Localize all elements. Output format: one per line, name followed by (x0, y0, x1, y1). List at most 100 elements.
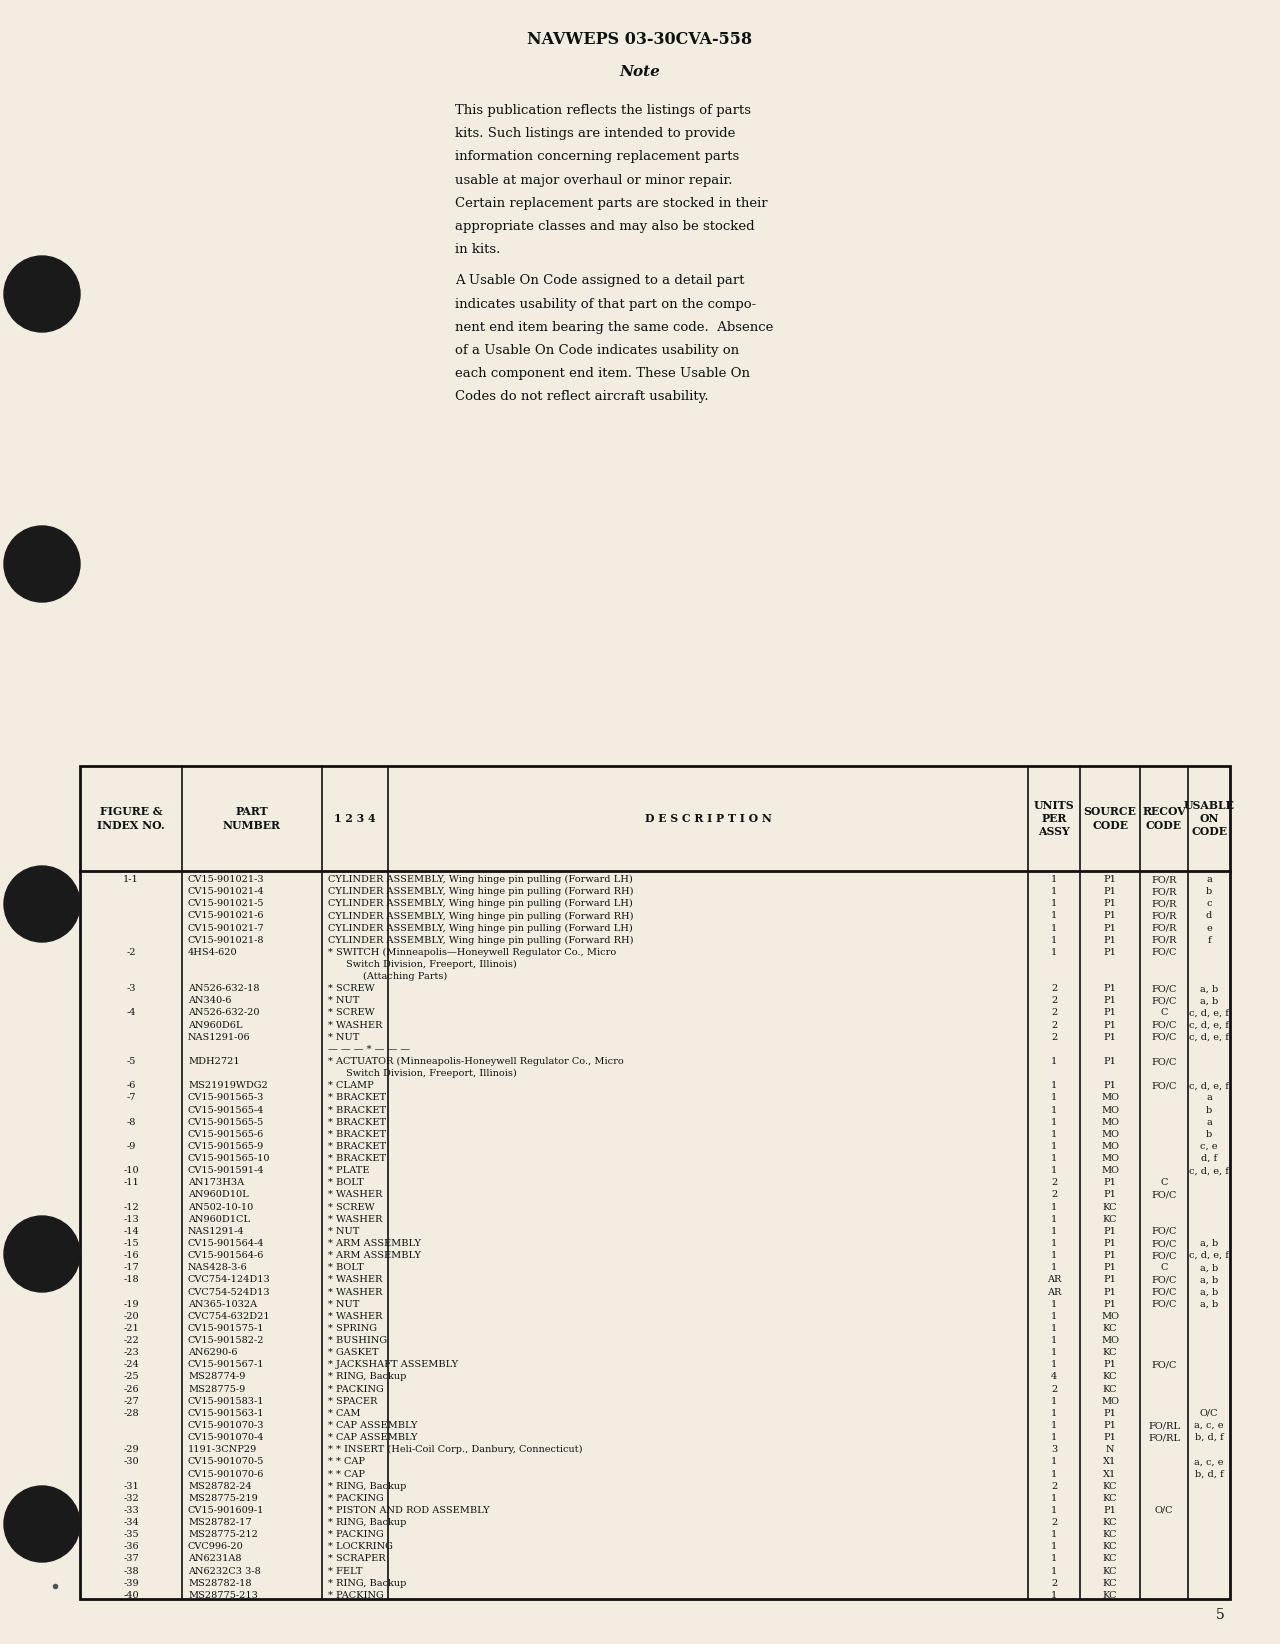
Text: P1: P1 (1103, 985, 1116, 993)
Text: * * CAP: * * CAP (328, 1457, 365, 1466)
Text: 1: 1 (1051, 1226, 1057, 1236)
Text: * JACKSHAFT ASSEMBLY: * JACKSHAFT ASSEMBLY (328, 1360, 458, 1369)
Text: P1: P1 (1103, 996, 1116, 1006)
Text: -10: -10 (123, 1166, 138, 1175)
Text: * PACKING: * PACKING (328, 1591, 384, 1600)
Text: a: a (1206, 1093, 1212, 1103)
Text: c, d, e, f: c, d, e, f (1189, 1032, 1229, 1042)
Text: * WASHER: * WASHER (328, 1287, 383, 1297)
Text: 1: 1 (1051, 1263, 1057, 1272)
Text: 1: 1 (1051, 1531, 1057, 1539)
Text: * * INSERT (Heli-Coil Corp., Danbury, Connecticut): * * INSERT (Heli-Coil Corp., Danbury, Co… (328, 1445, 582, 1455)
Text: P1: P1 (1103, 1434, 1116, 1442)
Text: information concerning replacement parts: information concerning replacement parts (454, 150, 740, 163)
Text: -13: -13 (123, 1215, 138, 1223)
Text: -21: -21 (123, 1323, 138, 1333)
Text: 2: 2 (1051, 1578, 1057, 1588)
Text: KC: KC (1103, 1373, 1117, 1381)
Text: * PISTON AND ROD ASSEMBLY: * PISTON AND ROD ASSEMBLY (328, 1506, 490, 1514)
Text: * PACKING: * PACKING (328, 1494, 384, 1503)
Text: b: b (1206, 1129, 1212, 1139)
Text: * SCREW: * SCREW (328, 985, 375, 993)
Text: -5: -5 (127, 1057, 136, 1065)
Text: CYLINDER ASSEMBLY, Wing hinge pin pulling (Forward LH): CYLINDER ASSEMBLY, Wing hinge pin pullin… (328, 924, 632, 932)
Text: P1: P1 (1103, 1082, 1116, 1090)
Text: AN340-6: AN340-6 (188, 996, 232, 1006)
Text: * PACKING: * PACKING (328, 1531, 384, 1539)
Text: * SPACER: * SPACER (328, 1397, 378, 1406)
Text: MS28775-219: MS28775-219 (188, 1494, 257, 1503)
Circle shape (4, 256, 79, 332)
Text: kits. Such listings are intended to provide: kits. Such listings are intended to prov… (454, 127, 736, 140)
Text: C: C (1160, 1263, 1167, 1272)
Text: * SCRAPER: * SCRAPER (328, 1555, 385, 1563)
Text: b: b (1206, 888, 1212, 896)
Text: KC: KC (1103, 1567, 1117, 1575)
Text: C: C (1160, 1008, 1167, 1018)
Text: * SPRING: * SPRING (328, 1323, 378, 1333)
Text: D E S C R I P T I O N: D E S C R I P T I O N (645, 814, 772, 824)
Text: CV15-901070-6: CV15-901070-6 (188, 1470, 265, 1478)
Text: 1: 1 (1051, 899, 1057, 907)
Text: KC: KC (1103, 1531, 1117, 1539)
Text: -27: -27 (123, 1397, 138, 1406)
Text: KC: KC (1103, 1517, 1117, 1527)
Text: 1-1: 1-1 (123, 875, 138, 884)
Text: 1: 1 (1051, 1420, 1057, 1430)
Text: P1: P1 (1103, 1032, 1116, 1042)
Text: Codes do not reflect aircraft usability.: Codes do not reflect aircraft usability. (454, 390, 709, 403)
Text: KC: KC (1103, 1591, 1117, 1600)
Text: 1: 1 (1051, 1143, 1057, 1151)
Text: CV15-901609-1: CV15-901609-1 (188, 1506, 265, 1514)
Text: CVC996-20: CVC996-20 (188, 1542, 243, 1552)
Text: 1: 1 (1051, 1323, 1057, 1333)
Text: P1: P1 (1103, 949, 1116, 957)
Text: -17: -17 (123, 1263, 138, 1272)
Text: 1: 1 (1051, 1166, 1057, 1175)
Text: MO: MO (1101, 1143, 1119, 1151)
Text: * NUT: * NUT (328, 1226, 360, 1236)
Text: P1: P1 (1103, 924, 1116, 932)
Text: * SCREW: * SCREW (328, 1008, 375, 1018)
Text: CV15-901070-3: CV15-901070-3 (188, 1420, 265, 1430)
Text: c, e: c, e (1201, 1143, 1217, 1151)
Text: -35: -35 (123, 1531, 138, 1539)
Text: CV15-901070-5: CV15-901070-5 (188, 1457, 265, 1466)
Text: c, d, e, f: c, d, e, f (1189, 1082, 1229, 1090)
Text: 1: 1 (1051, 924, 1057, 932)
Circle shape (4, 526, 79, 602)
Text: -31: -31 (123, 1481, 138, 1491)
Text: PART
NUMBER: PART NUMBER (223, 806, 282, 830)
Text: 4HS4-620: 4HS4-620 (188, 949, 238, 957)
Text: 1: 1 (1051, 1312, 1057, 1320)
Text: * NUT: * NUT (328, 996, 360, 1006)
Text: P1: P1 (1103, 1287, 1116, 1297)
Text: d, f: d, f (1201, 1154, 1217, 1162)
Text: c: c (1206, 899, 1212, 907)
Text: a, b: a, b (1199, 1263, 1219, 1272)
Text: 1: 1 (1051, 1251, 1057, 1261)
Text: AN6290-6: AN6290-6 (188, 1348, 238, 1358)
Text: -15: -15 (123, 1240, 138, 1248)
Text: 1: 1 (1051, 1457, 1057, 1466)
Text: indicates usability of that part on the compo-: indicates usability of that part on the … (454, 298, 756, 311)
Text: a: a (1206, 1118, 1212, 1126)
Text: -7: -7 (127, 1093, 136, 1103)
Text: * BRACKET: * BRACKET (328, 1154, 387, 1162)
Text: 1: 1 (1051, 949, 1057, 957)
Text: CV15-901563-1: CV15-901563-1 (188, 1409, 265, 1417)
Text: -11: -11 (123, 1179, 138, 1187)
Text: * RING, Backup: * RING, Backup (328, 1481, 406, 1491)
Circle shape (4, 866, 79, 942)
Text: P1: P1 (1103, 1420, 1116, 1430)
Text: P1: P1 (1103, 1190, 1116, 1200)
Text: MO: MO (1101, 1397, 1119, 1406)
Text: AN960D10L: AN960D10L (188, 1190, 248, 1200)
Text: * BRACKET: * BRACKET (328, 1143, 387, 1151)
Text: -24: -24 (123, 1360, 138, 1369)
Text: Note: Note (620, 66, 660, 79)
Text: -3: -3 (127, 985, 136, 993)
Text: 1: 1 (1051, 1118, 1057, 1126)
Text: -23: -23 (123, 1348, 138, 1358)
Text: FO/R: FO/R (1151, 875, 1176, 884)
